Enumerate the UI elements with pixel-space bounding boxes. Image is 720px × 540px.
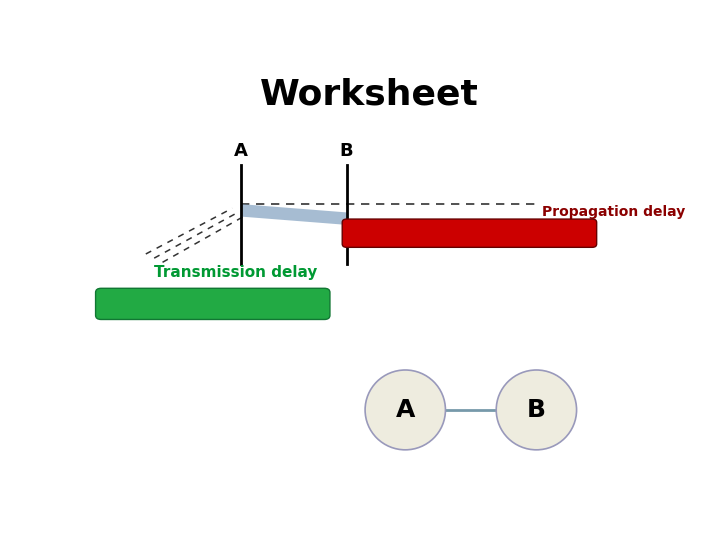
Text: A: A: [395, 398, 415, 422]
Text: Physical distance / Speed of light: Physical distance / Speed of light: [339, 226, 600, 240]
Text: A: A: [234, 143, 248, 160]
Text: B: B: [340, 143, 354, 160]
Text: Transmission delay: Transmission delay: [154, 265, 318, 280]
FancyBboxPatch shape: [342, 219, 597, 247]
Ellipse shape: [496, 370, 577, 450]
Text: Size of transfer / Bandwidth of link: Size of transfer / Bandwidth of link: [76, 297, 349, 311]
Text: Propagation delay: Propagation delay: [542, 205, 685, 219]
Ellipse shape: [365, 370, 446, 450]
Polygon shape: [240, 204, 347, 225]
Text: Worksheet: Worksheet: [260, 77, 478, 111]
Text: B: B: [527, 398, 546, 422]
FancyBboxPatch shape: [96, 288, 330, 320]
